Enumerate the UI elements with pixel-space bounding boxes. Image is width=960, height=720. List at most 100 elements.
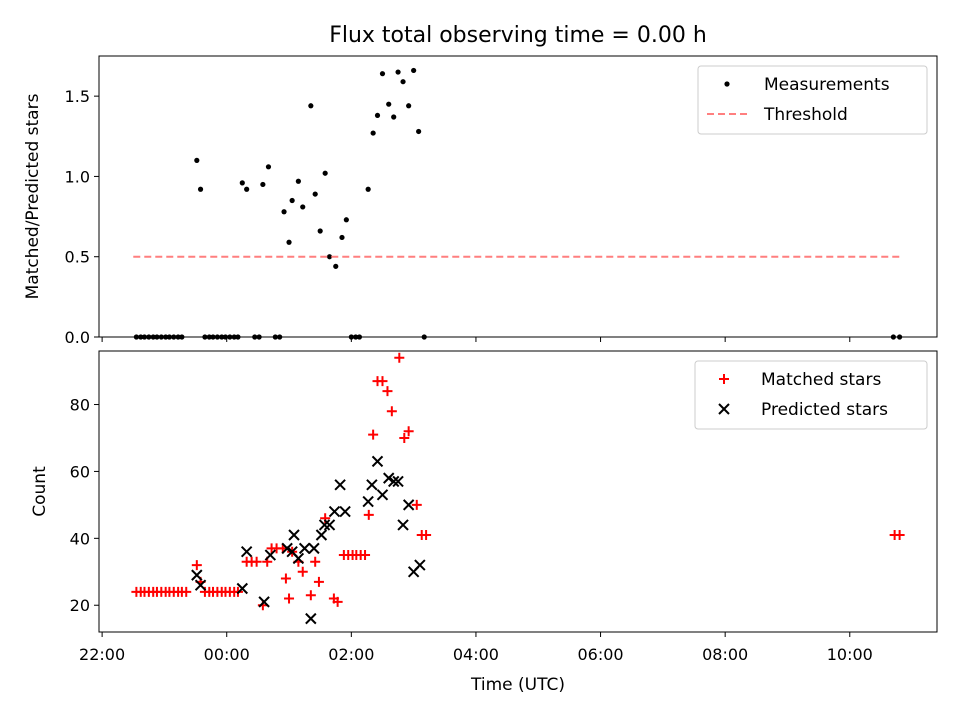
bottom-legend-box: [694, 360, 928, 430]
top-data-point: [395, 69, 401, 75]
bottom-data-point: [310, 556, 321, 567]
bottom-data-point: [363, 509, 374, 520]
top-y-tick-label: 0.0: [65, 328, 90, 347]
bottom-data-point: [332, 596, 343, 607]
top-data-point: [326, 254, 333, 260]
bottom-data-point: [240, 546, 253, 558]
top-data-point: [265, 164, 272, 170]
bottom-data-point: [308, 542, 320, 555]
top-panel: 0.0 0.5 1.0 1.5 Matched/Predicted stars Measu…: [23, 55, 938, 347]
chart-title: Flux total observing time = 0.00 h: [329, 23, 707, 48]
bottom-legend-label: Predicted stars: [761, 400, 888, 420]
top-data-point: [300, 204, 306, 210]
top-data-point: [333, 263, 339, 269]
top-data-point: [411, 67, 417, 74]
top-y-tick-label: 1.5: [65, 87, 90, 106]
bottom-data-point: [894, 529, 905, 540]
bottom-data-point: [394, 352, 405, 363]
bottom-data-point: [297, 566, 308, 577]
x-tick-label: 02:00: [328, 645, 374, 664]
bottom-series-1: [191, 455, 426, 625]
bottom-data-point: [377, 376, 388, 387]
bottom-data-point: [281, 542, 293, 555]
bottom-data-point: [387, 475, 400, 488]
top-data-point: [386, 101, 392, 107]
bottom-data-point: [236, 582, 249, 595]
bottom-data-point: [392, 475, 404, 488]
bottom-data-point: [403, 426, 414, 437]
top-data-point: [379, 71, 386, 77]
bottom-data-point: [376, 489, 389, 501]
bottom-data-point: [414, 559, 426, 571]
x-tick-label: 08:00: [702, 645, 748, 664]
x-tick-label: 06:00: [577, 645, 623, 664]
bottom-data-point: [194, 579, 207, 591]
bottom-data-point: [318, 519, 331, 531]
bottom-data-point: [383, 472, 395, 484]
top-legend-swatch: [724, 81, 730, 87]
top-data-point: [370, 130, 376, 136]
top-y-axis-label: Matched/Predicted stars: [23, 93, 43, 299]
bottom-data-point: [360, 550, 371, 561]
top-data-point: [295, 178, 301, 184]
top-data-point: [286, 239, 292, 245]
bottom-y-tick-label: 60: [70, 462, 90, 481]
bottom-data-point: [328, 505, 341, 518]
top-data-point: [416, 128, 422, 135]
bottom-data-point: [366, 479, 378, 491]
x-axis-label: Time (UTC): [470, 675, 565, 695]
bottom-axes-frame: [98, 350, 938, 633]
x-tick-label: 00:00: [204, 645, 250, 664]
bottom-y-tick-label: 20: [70, 596, 90, 615]
top-data-point: [312, 191, 318, 197]
bottom-data-point: [258, 596, 270, 608]
bottom-legend-label: Matched stars: [761, 370, 881, 390]
bottom-legend: Matched stars Predicted stars: [694, 360, 928, 430]
top-y-tick-label: 1.0: [65, 167, 90, 186]
x-tick-label: 04:00: [453, 645, 499, 664]
bottom-data-point: [191, 569, 203, 581]
top-legend-label: Threshold: [763, 105, 848, 125]
bottom-data-point: [280, 573, 291, 584]
bottom-panel: 20 40 60 80 22:00 00:00 02:00 04:00 06:00 08:00 10…: [30, 350, 938, 695]
bottom-data-point: [399, 432, 410, 443]
bottom-data-point: [368, 429, 379, 440]
bottom-data-point: [264, 549, 277, 561]
top-data-point: [406, 103, 412, 109]
top-data-point: [244, 186, 250, 192]
bottom-data-point: [251, 556, 262, 567]
top-data-point: [281, 209, 287, 215]
bottom-legend-swatch: [719, 374, 729, 384]
bottom-data-point: [298, 542, 311, 555]
bottom-data-point: [334, 479, 346, 491]
top-data-point: [339, 234, 345, 241]
bottom-data-point: [181, 586, 192, 597]
top-data-point: [289, 197, 295, 204]
bottom-legend-swatch: [718, 403, 730, 415]
bottom-data-point: [313, 576, 324, 587]
bottom-y-tick-label: 40: [70, 529, 90, 548]
top-data-point: [343, 217, 349, 223]
bottom-data-point: [421, 529, 432, 540]
bottom-data-point: [382, 386, 393, 397]
bottom-data-point: [371, 455, 384, 468]
bottom-data-point: [411, 499, 422, 510]
bottom-data-point: [288, 529, 300, 541]
bottom-data-point: [402, 499, 415, 511]
top-data-point: [374, 112, 381, 119]
top-y-tick-label: 0.5: [65, 248, 90, 267]
top-legend-box: [697, 65, 928, 135]
top-legend-label: Measurements: [764, 75, 890, 95]
top-legend: Measurements Threshold: [697, 65, 928, 135]
top-data-point: [239, 180, 245, 186]
top-data-point: [194, 157, 200, 163]
bottom-data-point: [323, 519, 336, 531]
bottom-data-point: [386, 406, 397, 417]
top-data-point: [322, 170, 328, 176]
bottom-y-axis-label: Count: [30, 466, 50, 517]
top-axes-frame: [98, 55, 938, 338]
bottom-data-point: [397, 519, 409, 531]
bottom-data-point: [362, 495, 374, 508]
x-tick-label: 22:00: [79, 645, 125, 664]
